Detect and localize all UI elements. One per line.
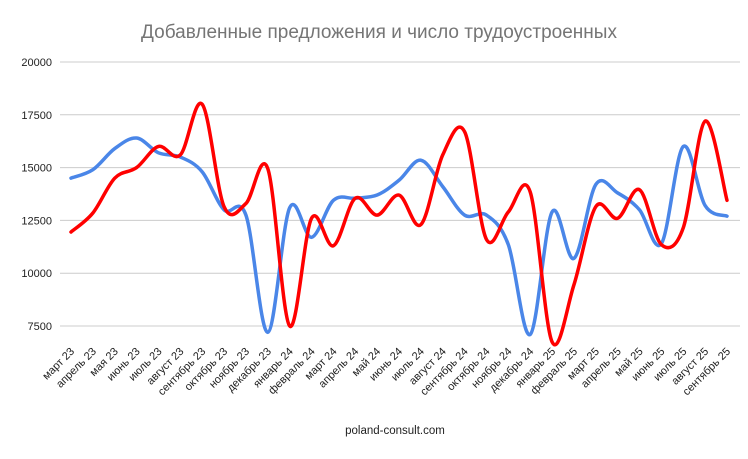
series-line-2 [69,101,729,347]
gridlines [60,61,740,327]
y-axis-ticks: 7500 10000 12500 15000 17500 20000 [21,57,52,333]
y-tick-label: 20000 [21,57,52,69]
chart-title: Добавленные предложения и число трудоуст… [141,22,617,43]
series-lines [69,101,729,347]
y-tick-label: 17500 [21,110,52,122]
chart-footer-source: poland-consult.com [345,425,445,437]
y-tick-label: 12500 [21,215,52,227]
y-tick-label: 15000 [21,163,52,175]
y-tick-label: 7500 [28,321,52,333]
y-tick-label: 10000 [21,268,52,280]
